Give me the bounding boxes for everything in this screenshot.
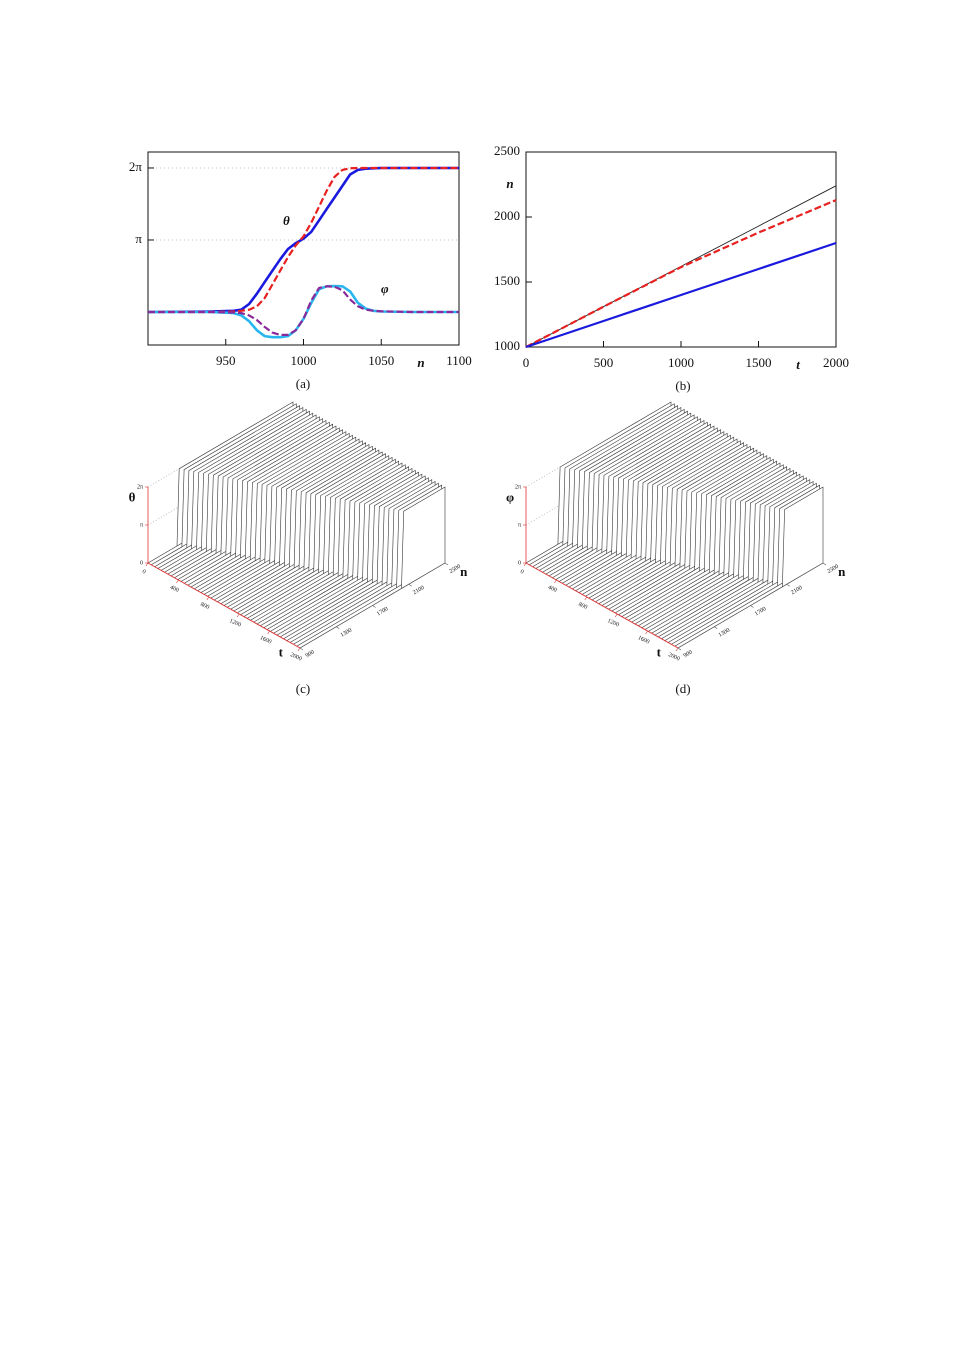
z-tick-label: π [140, 522, 143, 528]
n-tick [750, 605, 754, 608]
t-tick-label: 0 [141, 569, 146, 576]
t-axis [147, 562, 301, 649]
y-tick-label: 1000 [494, 338, 520, 353]
n-axis-label: n [838, 564, 846, 579]
t-tick-label: 1600 [637, 635, 650, 646]
n-tick [714, 626, 718, 629]
t-tick-label: 0 [519, 569, 524, 576]
x-tick-label: 1100 [446, 353, 472, 368]
t-axis-label: t [657, 644, 662, 659]
t-tick-label: 400 [169, 585, 180, 594]
n-axis-label: n [460, 564, 468, 579]
caption: (b) [675, 378, 690, 393]
n-tick-label: 1300 [718, 627, 731, 638]
n-tick-label: 900 [683, 649, 694, 659]
n-tick-label: 2100 [790, 585, 803, 596]
n-tick [444, 562, 449, 566]
y-tick-label: 2000 [494, 208, 520, 223]
t-tick [614, 613, 618, 618]
t-tick [645, 630, 648, 635]
surface-plot [147, 401, 446, 649]
x-tick-label: 950 [216, 353, 236, 368]
n-tick-label: 1700 [376, 606, 389, 617]
t-tick [584, 596, 588, 601]
x-tick-label: 1500 [746, 355, 772, 370]
z-tick-label: 2π [137, 484, 143, 490]
t-tick-label: 400 [547, 585, 558, 594]
n-tick [822, 562, 827, 566]
t-tick-label: 2000 [289, 652, 302, 663]
n-tick-label: 2500 [826, 564, 839, 575]
n-tick-label: 900 [305, 649, 316, 659]
surface-plot [525, 401, 824, 649]
y-tick-label: π [135, 231, 142, 246]
t-tick [554, 579, 557, 584]
x-tick-label: 0 [523, 355, 530, 370]
data-line [525, 241, 837, 349]
t-tick-label: 1600 [259, 635, 272, 646]
t-tick [145, 562, 149, 567]
z-axis-label: θ [129, 489, 136, 504]
t-tick-label: 1200 [606, 618, 619, 629]
n-tick [677, 647, 682, 651]
caption: (d) [675, 681, 690, 696]
n-tick [372, 605, 376, 608]
t-tick [236, 613, 240, 618]
t-tick [176, 579, 179, 584]
z-tick-label: 2π [515, 484, 521, 490]
n-tick-label: 2100 [412, 585, 425, 596]
annotation: φ [381, 281, 389, 296]
t-tick-label: 1200 [228, 618, 241, 629]
t-tick [267, 630, 270, 635]
caption: (c) [296, 681, 310, 696]
t-tick-label: 800 [199, 602, 210, 611]
z-tick-label: 0 [518, 560, 521, 566]
t-tick-label: 800 [577, 602, 588, 611]
t-axis-label: t [279, 644, 284, 659]
z-tick-label: 0 [140, 560, 143, 566]
t-tick [523, 562, 527, 567]
y-axis-label: n [506, 176, 513, 191]
n-tick-label: 1700 [754, 606, 767, 617]
n-tick-label: 1300 [340, 627, 353, 638]
y-tick-label: 1500 [494, 273, 520, 288]
annotation: θ [283, 213, 290, 228]
caption: (a) [296, 376, 310, 391]
t-axis [525, 562, 679, 649]
x-tick-label: 1000 [291, 353, 317, 368]
t-tick-label: 2000 [667, 652, 680, 663]
y-tick-label: 2500 [494, 143, 520, 158]
t-tick [297, 647, 301, 652]
data-line [525, 199, 837, 348]
x-tick-label: 1000 [668, 355, 694, 370]
x-tick-label: 500 [594, 355, 614, 370]
y-tick-label: 2π [129, 159, 143, 174]
z-tick-label: π [518, 522, 521, 528]
t-tick [206, 596, 210, 601]
x-tick-label: 2000 [823, 355, 849, 370]
t-tick [675, 647, 679, 652]
n-tick [336, 626, 340, 629]
data-line [148, 285, 459, 336]
data-line [148, 166, 459, 314]
n-tick [408, 584, 412, 587]
n-tick [299, 647, 304, 651]
n-tick-label: 2500 [448, 564, 461, 575]
n-tick [786, 584, 790, 587]
x-axis-label: n [417, 355, 424, 370]
x-axis-label: t [796, 357, 800, 372]
x-tick-label: 1050 [368, 353, 394, 368]
z-axis-label: φ [506, 489, 514, 504]
plot-frame [525, 151, 837, 348]
